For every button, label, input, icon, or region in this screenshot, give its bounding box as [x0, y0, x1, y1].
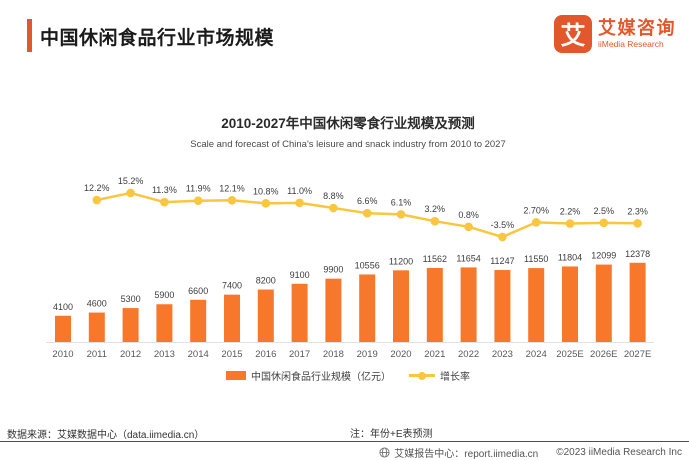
svg-text:12.2%: 12.2% — [84, 183, 110, 193]
line-swatch-dot — [418, 371, 426, 380]
iimedia-logo: 艾 艾媒咨询 iiMedia Research — [554, 15, 676, 53]
globe-icon — [379, 447, 390, 458]
svg-text:12.1%: 12.1% — [219, 183, 245, 193]
svg-text:2012: 2012 — [120, 349, 141, 360]
svg-text:12099: 12099 — [591, 251, 616, 261]
svg-text:2022: 2022 — [458, 349, 479, 360]
logo-name-en: iiMedia Research — [598, 38, 664, 49]
svg-text:2013: 2013 — [154, 349, 175, 360]
svg-text:4600: 4600 — [87, 299, 107, 309]
svg-text:7400: 7400 — [222, 281, 242, 291]
svg-text:2.5%: 2.5% — [594, 206, 615, 216]
svg-text:11247: 11247 — [490, 256, 514, 266]
svg-text:9100: 9100 — [290, 270, 310, 280]
footer-report-bar: 艾媒报告中心：report.iimedia.cn ©2023 iiMedia R… — [379, 445, 682, 460]
title-accent-bar — [27, 19, 32, 52]
svg-text:11200: 11200 — [389, 256, 413, 266]
svg-text:11804: 11804 — [558, 252, 582, 262]
svg-text:2.70%: 2.70% — [523, 205, 549, 215]
svg-text:2017: 2017 — [289, 349, 310, 360]
svg-text:8.8%: 8.8% — [323, 191, 344, 201]
svg-text:11550: 11550 — [524, 254, 548, 264]
svg-text:5300: 5300 — [121, 294, 141, 304]
svg-text:15.2%: 15.2% — [118, 176, 144, 186]
svg-text:2024: 2024 — [526, 349, 547, 360]
svg-text:5900: 5900 — [154, 290, 174, 300]
chart-legend: 中国休闲食品行业规模（亿元） 增长率 — [28, 368, 668, 383]
svg-text:11562: 11562 — [423, 254, 447, 264]
footer-divider — [0, 441, 689, 442]
svg-text:2026E: 2026E — [590, 349, 617, 360]
svg-text:-3.5%: -3.5% — [491, 220, 515, 230]
line-series-swatch — [409, 371, 435, 380]
svg-text:12378: 12378 — [625, 249, 650, 259]
iimedia-logo-icon: 艾 — [554, 15, 592, 53]
forecast-note: 注：年份+E表预测 — [350, 429, 433, 440]
svg-text:2019: 2019 — [357, 349, 378, 360]
legend-item-line: 增长率 — [409, 368, 470, 383]
chart-canvas: 4100 2010 4600 2011 5300 2012 5900 2013 6600 2014… — [46, 176, 654, 360]
svg-text:2016: 2016 — [255, 349, 276, 360]
svg-text:2.3%: 2.3% — [627, 206, 648, 216]
svg-text:3.2%: 3.2% — [425, 204, 446, 214]
svg-text:0.8%: 0.8% — [458, 210, 479, 220]
svg-text:2018: 2018 — [323, 349, 344, 360]
svg-text:11654: 11654 — [456, 253, 480, 263]
svg-text:8200: 8200 — [256, 276, 276, 286]
chart-header: 2010-2027年中国休闲零食行业规模及预测 Scale and foreca… — [28, 112, 668, 150]
svg-text:9900: 9900 — [323, 265, 343, 275]
logo-text: 艾媒咨询 iiMedia Research — [598, 18, 676, 49]
svg-text:6.1%: 6.1% — [391, 197, 412, 207]
svg-text:2027E: 2027E — [624, 349, 651, 360]
svg-text:6.6%: 6.6% — [357, 196, 378, 206]
data-source: 数据来源：艾媒数据中心（data.iimedia.cn） — [7, 430, 205, 441]
svg-text:2020: 2020 — [390, 349, 411, 360]
svg-text:6600: 6600 — [188, 286, 208, 296]
svg-text:2010: 2010 — [52, 349, 73, 360]
chart-title: 2010-2027年中国休闲零食行业规模及预测 — [221, 116, 475, 131]
svg-text:11.9%: 11.9% — [186, 184, 211, 194]
legend-bar-label: 中国休闲食品行业规模（亿元） — [251, 372, 391, 383]
legend-line-label: 增长率 — [440, 372, 470, 383]
svg-text:10.8%: 10.8% — [253, 186, 279, 196]
svg-text:2025E: 2025E — [556, 349, 583, 360]
svg-text:2011: 2011 — [87, 349, 107, 360]
bar-series-swatch — [226, 371, 246, 380]
svg-text:11.3%: 11.3% — [152, 185, 177, 195]
chart-subtitle: Scale and forecast of China's leisure an… — [190, 139, 506, 150]
svg-text:2014: 2014 — [188, 349, 209, 360]
copyright-text: ©2023 iiMedia Research Inc — [556, 447, 682, 458]
svg-text:2.2%: 2.2% — [560, 207, 581, 217]
svg-text:2023: 2023 — [492, 349, 513, 360]
svg-text:2015: 2015 — [221, 349, 242, 360]
page-title: 中国休闲食品行业市场规模 — [40, 28, 275, 49]
svg-text:4100: 4100 — [53, 302, 73, 312]
report-center-link: 艾媒报告中心：report.iimedia.cn — [394, 449, 539, 460]
svg-text:11.0%: 11.0% — [287, 186, 312, 196]
svg-text:2021: 2021 — [424, 349, 445, 360]
svg-text:10556: 10556 — [355, 260, 380, 270]
legend-item-bar: 中国休闲食品行业规模（亿元） — [226, 368, 391, 383]
logo-name-cn: 艾媒咨询 — [598, 18, 676, 38]
